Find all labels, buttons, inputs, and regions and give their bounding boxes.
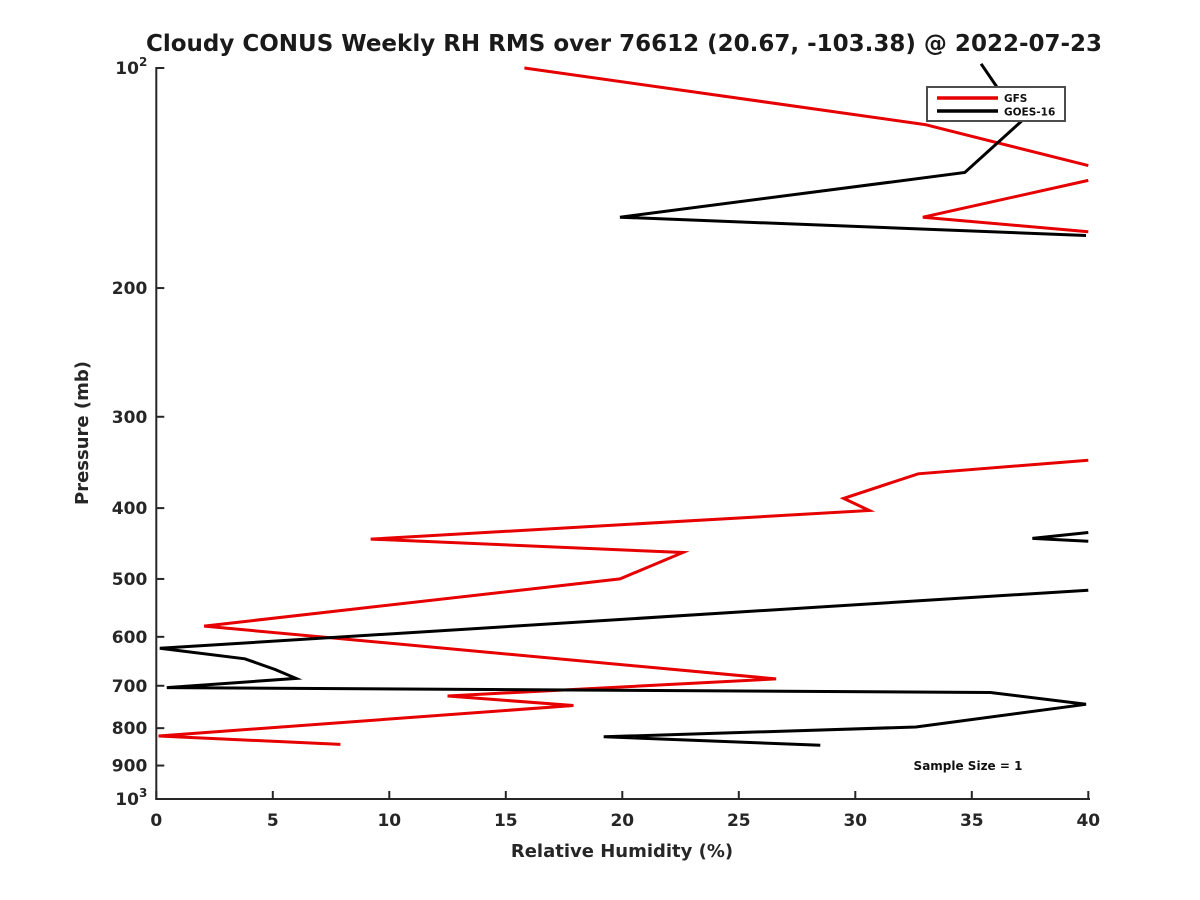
series-goes-16-line	[159, 62, 1089, 747]
x-tick-label: 15	[494, 811, 518, 831]
legend: GFS GOES-16	[926, 86, 1066, 122]
y-tick-label: 103	[115, 786, 147, 810]
chart-title: Cloudy CONUS Weekly RH RMS over 76612 (2…	[146, 31, 1102, 57]
y-tick-label: 700	[112, 677, 148, 697]
legend-label-goes-16: GOES-16	[1004, 107, 1055, 119]
x-tick-label: 10	[377, 811, 401, 831]
plot-series	[158, 62, 1089, 747]
x-tick-label: 25	[727, 811, 751, 831]
x-axis-label: Relative Humidity (%)	[511, 841, 733, 862]
x-tick-label: 40	[1076, 811, 1100, 831]
y-tick-label: 200	[112, 279, 148, 299]
y-tick-label: 600	[112, 628, 148, 648]
y-tick-label: 400	[112, 499, 148, 519]
y-tick-label: 102	[115, 55, 147, 79]
sample-size-annotation: Sample Size = 1	[914, 759, 1023, 773]
x-tick-label: 30	[843, 811, 867, 831]
legend-label-gfs: GFS	[1004, 93, 1027, 105]
x-axis-ticks: 0 5 10 15 20 25 30 35 40	[150, 791, 1100, 831]
y-tick-label: 900	[112, 757, 148, 777]
x-tick-label: 35	[960, 811, 984, 831]
y-axis-ticks: 102 200 300 400 500 600 700 800 900 103	[112, 55, 165, 810]
y-axis-label: Pressure (mb)	[72, 361, 93, 505]
y-tick-label: 800	[112, 719, 148, 739]
y-tick-label: 300	[112, 408, 148, 428]
x-tick-label: 5	[267, 811, 279, 831]
x-tick-label: 0	[150, 811, 162, 831]
series-gfs-line	[158, 66, 1089, 746]
legend-box	[926, 86, 1066, 122]
x-tick-label: 20	[610, 811, 634, 831]
y-tick-label: 500	[112, 570, 148, 590]
